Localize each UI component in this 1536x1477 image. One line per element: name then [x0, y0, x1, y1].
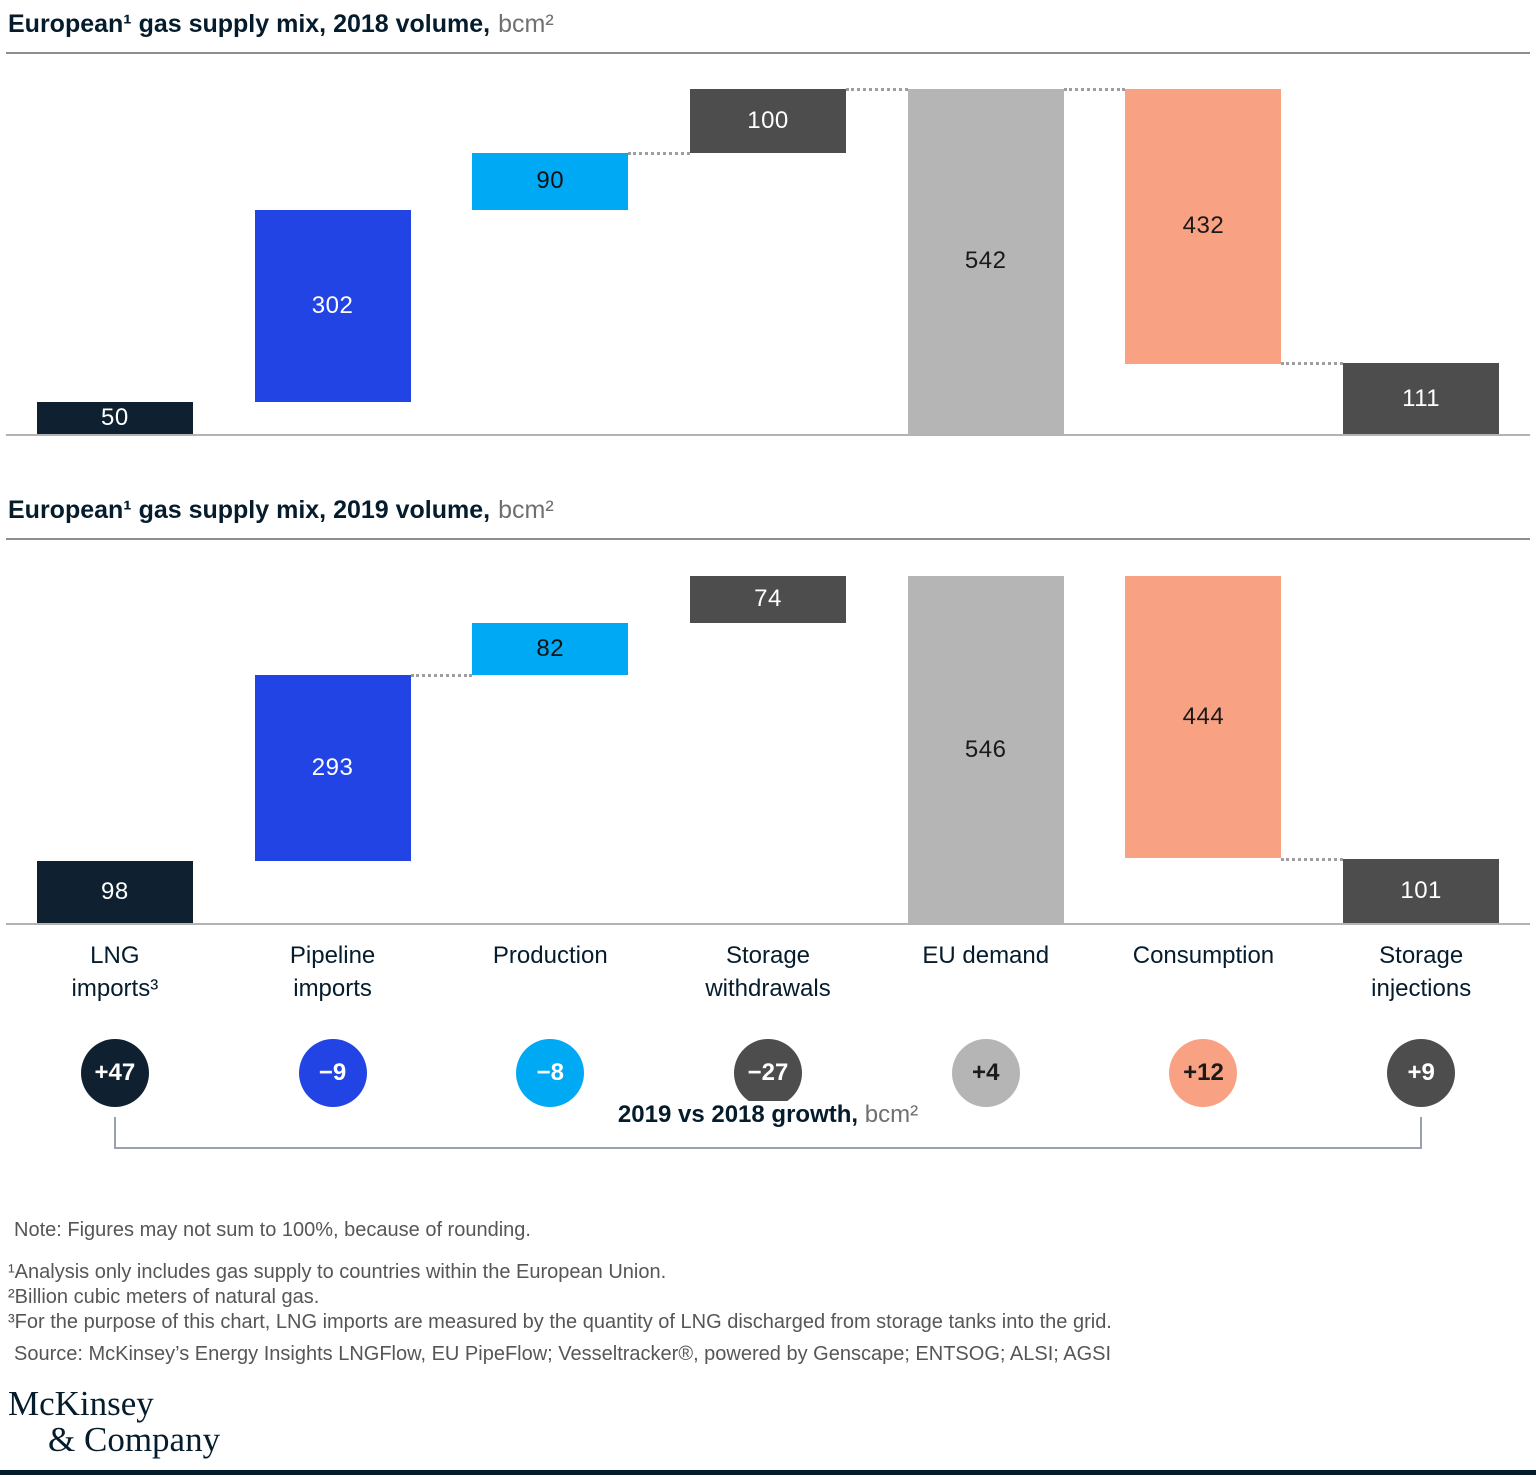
bar-value-label: 50	[100, 404, 129, 432]
bar-pipeline-imports: 302	[254, 209, 411, 403]
growth-cell-pipeline-imports: −9	[224, 1039, 442, 1107]
axis-label: Consumption	[1132, 942, 1275, 969]
axis-label: Production	[492, 942, 608, 969]
category-axis-labels: LNG imports³ Pipeline imports Production St…	[6, 939, 1530, 1005]
chart-title-text: European¹ gas supply mix, 2018 volume,	[8, 10, 491, 38]
axis-label: Storage injections	[1371, 942, 1472, 1002]
bar-value-label: 100	[747, 106, 789, 134]
waterfall-connector	[1063, 87, 1126, 91]
growth-cell-eu-demand: +4	[877, 1039, 1095, 1107]
growth-cell-consumption: +12	[1095, 1039, 1313, 1107]
bottom-accent-bar	[0, 1470, 1536, 1475]
footnote-2: ²Billion cubic meters of natural gas.	[8, 1286, 320, 1308]
footnotes: Note: Figures may not sum to 100%, becau…	[8, 1219, 1530, 1366]
waterfall-connector	[1281, 362, 1344, 366]
growth-badge-storage-injections: +9	[1387, 1039, 1456, 1107]
rounding-note: Note: Figures may not sum to 100%, becau…	[14, 1219, 531, 1241]
bar-value-label: 302	[311, 292, 354, 320]
axis-cell-lng-imports: LNG imports³	[6, 939, 224, 1005]
growth-cell-lng-imports: +47	[6, 1039, 224, 1107]
bar-eu-demand: 546	[907, 576, 1064, 923]
logo-line-2: & Company	[48, 1420, 221, 1459]
bar-production: 82	[472, 622, 629, 675]
bar-storage-injections: 111	[1343, 363, 1500, 434]
axis-cell-storage-withdrawals: Storage withdrawals	[659, 939, 877, 1005]
chart-2019: European¹ gas supply mix, 2019 volume, b…	[0, 486, 1536, 925]
growth-badge-production: −8	[516, 1039, 585, 1107]
mckinsey-logo: McKinsey & Company	[8, 1386, 1530, 1458]
bar-storage-injections: 101	[1343, 858, 1500, 923]
bracket-line	[114, 1117, 1422, 1149]
growth-label-unit-text: bcm²	[864, 1101, 919, 1128]
axis-cell-production: Production	[441, 939, 659, 1005]
footnote-3: ³For the purpose of this chart, LNG impo…	[8, 1311, 1112, 1333]
chart-title-unit: bcm²	[498, 10, 554, 38]
bar-consumption: 444	[1125, 576, 1282, 859]
bar-eu-demand: 542	[907, 88, 1064, 434]
chart-title-2019: European¹ gas supply mix, 2019 volume, b…	[6, 486, 1530, 540]
axis-cell-storage-injections: Storage injections	[1312, 939, 1530, 1005]
bar-value-label: 111	[1402, 384, 1441, 412]
bar-lng-imports: 98	[36, 860, 193, 923]
axis-label: EU demand	[922, 942, 1050, 969]
growth-badges-row: +47 −9 −8 −27 +4 +12 +9	[6, 1039, 1530, 1107]
waterfall-connector	[846, 87, 908, 91]
axis-cell-eu-demand: EU demand	[877, 939, 1095, 1005]
axis-label: Pipeline imports	[289, 942, 376, 1002]
waterfall-connector	[410, 673, 473, 677]
growth-bracket-label: 2019 vs 2018 growth, bcm²	[601, 1101, 935, 1129]
bar-production: 90	[472, 152, 629, 210]
waterfall-connector	[628, 151, 690, 155]
bar-value-label: 82	[536, 634, 565, 662]
axis-label: LNG imports³	[71, 942, 159, 1002]
bar-value-label: 293	[311, 753, 354, 781]
bar-value-label: 432	[1182, 212, 1225, 240]
waterfall-plot-2018: 50 302 90 100 542 432 111	[6, 54, 1530, 436]
chart-title-2018: European¹ gas supply mix, 2018 volume, b…	[6, 0, 1530, 54]
growth-badge-storage-withdrawals: −27	[734, 1039, 803, 1107]
growth-cell-storage-withdrawals: −27	[659, 1039, 877, 1107]
source-line: Source: McKinsey’s Energy Insights LNGFl…	[14, 1343, 1112, 1365]
bar-value-label: 74	[754, 585, 782, 612]
bar-value-label: 542	[964, 247, 1007, 275]
footnote-1: ¹Analysis only includes gas supply to co…	[8, 1261, 667, 1283]
axis-label: Storage withdrawals	[705, 942, 831, 1002]
chart-title-unit: bcm²	[498, 496, 554, 524]
bar-value-label: 444	[1182, 703, 1225, 731]
bar-storage-withdrawals: 100	[690, 88, 846, 153]
growth-bracket: 2019 vs 2018 growth, bcm²	[0, 1101, 1536, 1173]
growth-badge-consumption: +12	[1169, 1039, 1238, 1107]
bar-value-label: 90	[536, 167, 565, 195]
growth-cell-production: −8	[441, 1039, 659, 1107]
waterfall-connector	[1281, 857, 1344, 861]
growth-label-text: 2019 vs 2018 growth,	[617, 1101, 859, 1128]
bar-lng-imports: 50	[36, 402, 193, 434]
bar-value-label: 98	[100, 877, 129, 905]
bar-storage-withdrawals: 74	[690, 575, 846, 623]
bar-value-label: 546	[964, 735, 1007, 763]
growth-badge-pipeline-imports: −9	[298, 1039, 367, 1107]
axis-cell-pipeline-imports: Pipeline imports	[224, 939, 442, 1005]
bar-value-label: 101	[1400, 876, 1442, 904]
logo-line-1: McKinsey	[8, 1384, 154, 1423]
waterfall-plot-2019: 98 293 82 74 546 444 101	[6, 540, 1530, 925]
chart-title-text: European¹ gas supply mix, 2019 volume,	[8, 496, 491, 524]
axis-cell-consumption: Consumption	[1095, 939, 1313, 1005]
growth-cell-storage-injections: +9	[1312, 1039, 1530, 1107]
bar-pipeline-imports: 293	[254, 674, 411, 861]
chart-2018: European¹ gas supply mix, 2018 volume, b…	[0, 0, 1536, 436]
growth-badge-lng-imports: +47	[80, 1039, 149, 1107]
bar-consumption: 432	[1125, 88, 1282, 364]
growth-badge-eu-demand: +4	[951, 1039, 1020, 1107]
